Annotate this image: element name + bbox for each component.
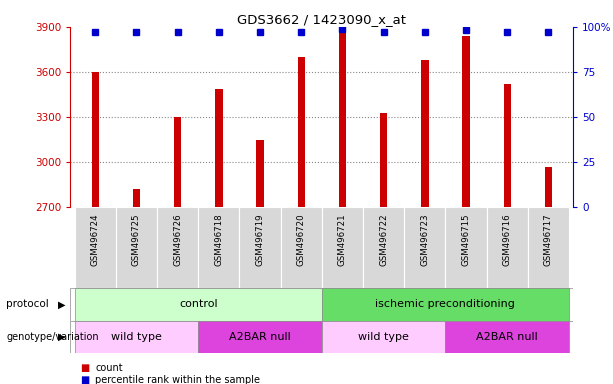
Bar	[297, 57, 305, 207]
Text: control: control	[179, 299, 218, 310]
Bar	[215, 89, 223, 207]
Text: ■: ■	[80, 375, 89, 384]
Text: ■: ■	[80, 363, 89, 373]
Text: protocol: protocol	[6, 299, 49, 310]
Bar	[421, 60, 428, 207]
Text: wild type: wild type	[358, 332, 409, 342]
Bar	[174, 117, 181, 207]
Text: wild type: wild type	[111, 332, 162, 342]
Bar	[281, 207, 322, 288]
Bar	[75, 321, 198, 353]
Bar	[545, 167, 552, 207]
Title: GDS3662 / 1423090_x_at: GDS3662 / 1423090_x_at	[237, 13, 406, 26]
Text: GSM496721: GSM496721	[338, 214, 347, 266]
Bar	[462, 36, 470, 207]
Text: GSM496716: GSM496716	[503, 214, 512, 266]
Text: GSM496724: GSM496724	[91, 214, 100, 266]
Bar	[322, 207, 363, 288]
Bar	[503, 84, 511, 207]
Bar	[380, 113, 387, 207]
Text: GSM496719: GSM496719	[256, 214, 265, 266]
Bar	[339, 30, 346, 207]
Text: A2BAR null: A2BAR null	[229, 332, 291, 342]
Bar	[363, 207, 404, 288]
Text: GSM496722: GSM496722	[379, 214, 388, 266]
Bar	[132, 189, 140, 207]
Text: ischemic preconditioning: ischemic preconditioning	[376, 299, 516, 310]
Text: GSM496723: GSM496723	[421, 214, 429, 266]
Text: GSM496715: GSM496715	[462, 214, 471, 266]
Bar	[446, 207, 487, 288]
Text: GSM496720: GSM496720	[297, 214, 306, 266]
Bar	[322, 288, 569, 321]
Text: ▶: ▶	[58, 332, 66, 342]
Bar	[404, 207, 446, 288]
Text: count: count	[95, 363, 123, 373]
Text: GSM496718: GSM496718	[215, 214, 223, 266]
Bar	[446, 321, 569, 353]
Bar	[157, 207, 198, 288]
Bar	[256, 140, 264, 207]
Text: A2BAR null: A2BAR null	[476, 332, 538, 342]
Text: GSM496717: GSM496717	[544, 214, 553, 266]
Text: genotype/variation: genotype/variation	[6, 332, 99, 342]
Bar	[240, 207, 281, 288]
Text: ▶: ▶	[58, 299, 66, 310]
Bar	[487, 207, 528, 288]
Bar	[198, 207, 240, 288]
Bar	[75, 207, 116, 288]
Text: GSM496725: GSM496725	[132, 214, 141, 266]
Bar	[75, 288, 322, 321]
Bar	[322, 321, 446, 353]
Text: GSM496726: GSM496726	[173, 214, 182, 266]
Bar	[91, 72, 99, 207]
Text: percentile rank within the sample: percentile rank within the sample	[95, 375, 260, 384]
Bar	[198, 321, 322, 353]
Bar	[116, 207, 157, 288]
Bar	[528, 207, 569, 288]
